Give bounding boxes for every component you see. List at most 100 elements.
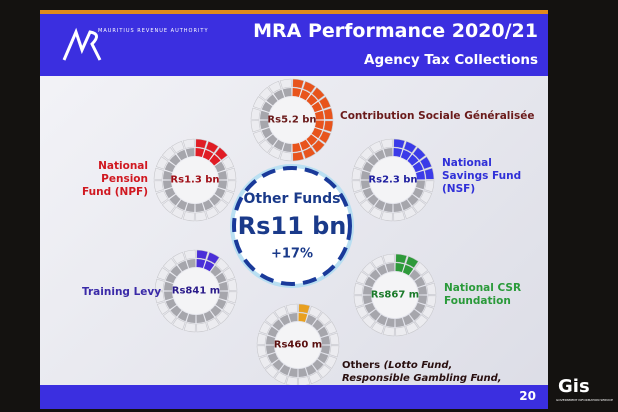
ring-outer-segment [371, 255, 385, 269]
ring-inner-segment [414, 276, 426, 288]
ring-inner-segment [209, 154, 221, 166]
ring-inner-segment [414, 302, 426, 314]
ring-inner-segment [202, 149, 214, 161]
ring-outer-segment [162, 310, 177, 325]
ring-outer-segment [292, 151, 305, 162]
ring-outer-segment [183, 322, 196, 333]
ring-inner-segment [385, 263, 395, 273]
ring-inner-segment [362, 161, 374, 173]
ring-csr [353, 253, 437, 337]
ring-outer-segment [171, 206, 185, 220]
ring-inner-segment [260, 110, 270, 120]
ring-training-levy [154, 249, 238, 333]
ring-outer-segment [323, 120, 334, 133]
ring-center [372, 272, 418, 318]
ring-outer-segment [414, 314, 429, 329]
rings-graphic [153, 78, 437, 387]
ring-outer-segment [426, 295, 437, 308]
ring-inner-segment [376, 314, 388, 326]
ring-inner-segment [362, 187, 374, 199]
ring-outer-segment [298, 303, 311, 314]
ring-inner-segment [266, 345, 276, 355]
slide-subtitle: Agency Tax Collections [364, 52, 538, 68]
ring-inner-segment [266, 134, 278, 146]
footer-bar: 20 [40, 385, 548, 409]
ring-inner-segment [417, 285, 427, 295]
ring-outer-segment [317, 311, 332, 326]
ring-outer-segment [424, 180, 435, 193]
ring-inner-segment [364, 276, 376, 288]
ring-outer-segment [311, 86, 326, 101]
ring-inner-segment [165, 272, 177, 284]
ring-outer-segment [419, 156, 433, 170]
ring-outer-segment [182, 211, 195, 222]
ring-outer-segment [215, 257, 230, 272]
ring-inner-segment [217, 170, 227, 180]
ring-inner-segment [312, 319, 324, 331]
ring-inner-segment [195, 148, 205, 158]
ring-inner-segment [395, 263, 405, 273]
ring-inner-segment [279, 314, 291, 326]
ring-inner-segment [317, 326, 329, 338]
ring-outer-segment [414, 261, 429, 276]
ring-outer-segment [403, 206, 417, 220]
ring-inner-segment [282, 142, 292, 152]
ring-inner-segment [273, 139, 285, 151]
ring-inner-segment [215, 272, 227, 284]
ring-outer-segment [353, 190, 367, 204]
ring-inner-segment [374, 199, 386, 211]
ring-inner-segment [288, 367, 298, 377]
ring-inner-segment [400, 149, 412, 161]
ring-inner-segment [165, 298, 177, 310]
ring-outer-segment [222, 267, 236, 281]
ring-outer-segment [324, 355, 338, 369]
ring-inner-segment [272, 319, 284, 331]
ring-outer-segment [172, 251, 186, 265]
ring-inner-segment [218, 281, 228, 291]
ring-outer-segment [156, 267, 170, 281]
ring-inner-segment [176, 149, 188, 161]
ring-inner-segment [273, 89, 285, 101]
ring-inner-segment [311, 101, 323, 113]
ring-inner-segment [367, 154, 379, 166]
ring-inner-segment [170, 305, 182, 317]
ring-inner-segment [169, 194, 181, 206]
fund-name-nsf: National Savings Fund (NSF) [442, 157, 522, 195]
ring-inner-segment [217, 180, 227, 190]
ring-outer-segment [353, 295, 364, 308]
ring-csg [250, 78, 334, 162]
ring-outer-segment [215, 310, 230, 325]
ring-outer-segment [361, 314, 376, 329]
ring-outer-segment [324, 321, 338, 335]
ring-npf [153, 138, 237, 222]
ring-inner-segment [364, 302, 376, 314]
ring-outer-segment [369, 206, 383, 220]
ring-outer-segment [264, 364, 279, 379]
fund-name-npf: National Pension Fund (NPF) [81, 160, 148, 198]
ring-inner-segment [214, 161, 226, 173]
ring-outer-segment [195, 138, 208, 149]
ring-outer-segment [393, 211, 406, 222]
ring-outer-segment [252, 130, 266, 144]
ring-inner-segment [203, 260, 215, 272]
ring-inner-segment [170, 265, 182, 277]
ring-inner-segment [314, 120, 324, 130]
ring-outer-segment [256, 345, 267, 358]
ring-inner-segment [164, 161, 176, 173]
ring-outer-segment [183, 249, 196, 260]
ring-inner-segment [298, 313, 308, 323]
ring-outer-segment [412, 199, 427, 214]
mra-logo [62, 27, 102, 61]
ring-outer-segment [308, 305, 322, 319]
logo-text: MAURITIUS REVENUE AUTHORITY [98, 28, 209, 34]
ring-outer-segment [292, 78, 305, 89]
ring-inner-segment [185, 148, 195, 158]
ring-outer-segment [252, 96, 266, 110]
fund-name-csr: National CSR Foundation [444, 282, 522, 307]
ring-outer-segment [393, 138, 406, 149]
ring-inner-segment [214, 187, 226, 199]
gis-watermark: Gis [558, 376, 590, 397]
ring-inner-segment [415, 170, 425, 180]
ring-inner-segment [306, 94, 318, 106]
ring-inner-segment [163, 180, 173, 190]
